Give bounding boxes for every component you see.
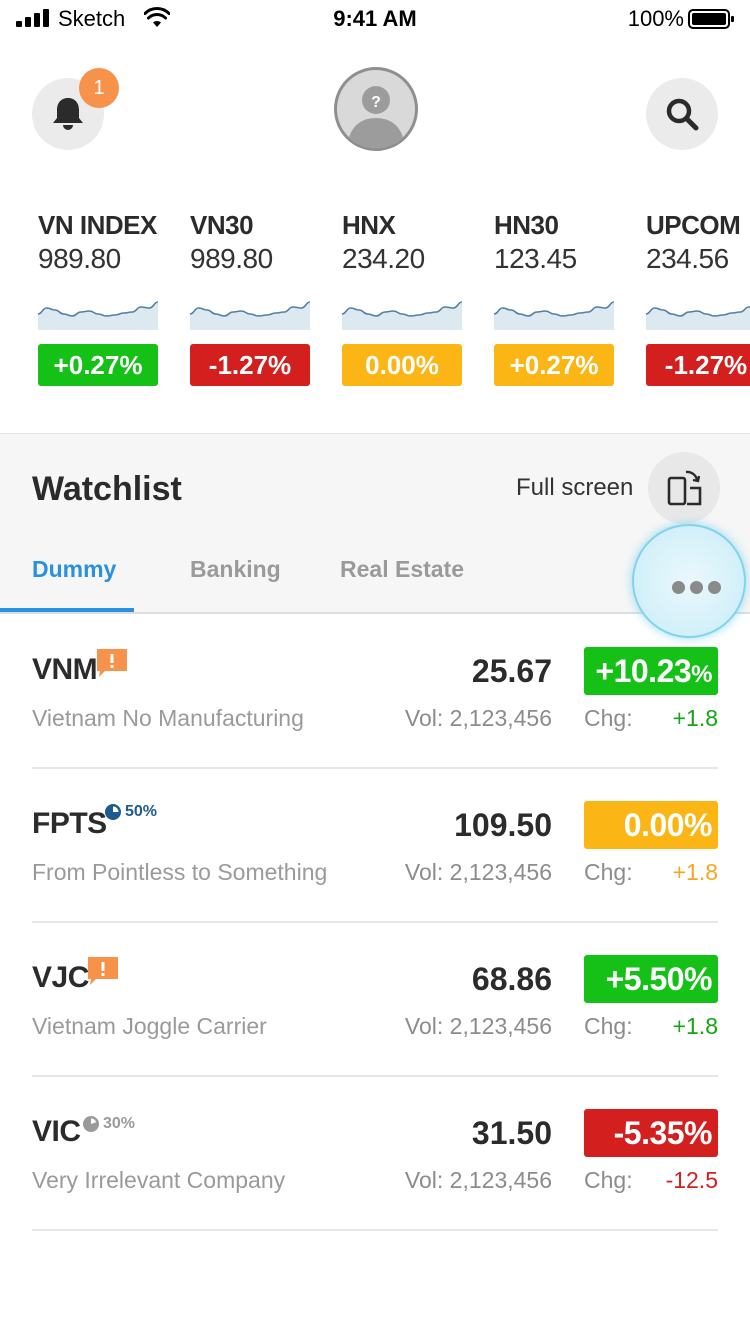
index-value: 123.45 — [494, 243, 577, 274]
tab-banking[interactable]: Banking — [190, 556, 281, 582]
index-sparkline — [190, 301, 310, 330]
watchlist-title: Watchlist — [32, 470, 182, 508]
bell-icon — [53, 98, 83, 130]
search-icon — [666, 98, 699, 131]
signal-strength-icon — [16, 9, 49, 27]
stock-volume: Vol: 2,123,456 — [404, 1013, 552, 1039]
alert-flag-icon — [97, 649, 127, 677]
stock-row-vic[interactable]: VIC 30% Very Irrelevant Company 31.50 Vo… — [32, 1077, 718, 1231]
active-tab-indicator — [0, 608, 134, 612]
index-change-badge: 0.00% — [342, 344, 462, 386]
index-name: VN30 — [190, 210, 254, 240]
alert-flag-icon — [88, 957, 118, 985]
index-card-vn30[interactable]: VN30 989.80 -1.27% — [190, 210, 310, 386]
company-name: Vietnam Joggle Carrier — [32, 1013, 267, 1039]
index-sparkline — [342, 301, 462, 330]
avatar[interactable]: ? — [334, 67, 418, 151]
change-percent-badge: +5.50% — [584, 955, 718, 1003]
more-options-button[interactable] — [632, 524, 746, 638]
ownership-pie-icon — [105, 804, 121, 820]
wifi-icon — [144, 7, 170, 27]
notification-count-badge: 1 — [79, 68, 119, 108]
stock-price: 25.67 — [471, 653, 552, 689]
carrier-name: Sketch — [58, 6, 126, 31]
change-label: Chg: — [584, 1167, 633, 1193]
index-card-hn30[interactable]: HN30 123.45 +0.27% — [494, 210, 614, 386]
more-dot-icon — [708, 581, 721, 594]
change-value: +1.8 — [672, 705, 718, 731]
company-name: Vietnam No Manufacturing — [32, 705, 304, 731]
index-name: VN INDEX — [38, 210, 157, 240]
stock-ticker: VNM — [32, 653, 98, 686]
more-dot-icon — [672, 581, 685, 594]
clock: 9:41 AM — [333, 6, 417, 31]
watchlist-header: Watchlist Full screen Dummy Banking Real… — [0, 433, 750, 638]
company-name: From Pointless to Something — [32, 859, 328, 885]
stock-price: 109.50 — [454, 807, 552, 843]
rotate-screen-icon — [667, 470, 702, 506]
search-button[interactable] — [646, 78, 718, 150]
index-card-vn-index[interactable]: VN INDEX 989.80 +0.27% — [38, 210, 158, 386]
change-label: Chg: — [584, 1013, 633, 1039]
change-value: +1.8 — [672, 1013, 718, 1039]
ownership-percent: 50% — [125, 803, 158, 820]
status-bar: Sketch 9:41 AM 100% — [0, 0, 750, 40]
battery-icon — [688, 9, 734, 29]
index-value: 989.80 — [38, 243, 121, 274]
index-value: 234.56 — [646, 243, 729, 274]
index-name: HN30 — [494, 210, 559, 240]
stock-ticker: VIC — [32, 1115, 81, 1148]
index-name: HNX — [342, 210, 396, 240]
ownership-badge: 30% — [82, 1115, 135, 1133]
stock-price: 68.86 — [471, 961, 552, 997]
index-change-badge: -1.27% — [646, 344, 750, 386]
index-name: UPCOM — [646, 210, 741, 240]
change-value: +1.8 — [672, 859, 718, 885]
stock-row-fpts[interactable]: FPTS 50% From Pointless to Something 109… — [32, 769, 718, 923]
change-label: Chg: — [584, 705, 633, 731]
change-percent-unit: % — [691, 661, 712, 688]
user-placeholder-icon: ? — [347, 86, 405, 148]
stock-row-vnm[interactable]: VNM Vietnam No Manufacturing 25.67 Vol: … — [32, 615, 718, 769]
notifications-button[interactable] — [32, 78, 104, 150]
index-change-badge: +0.27% — [494, 344, 614, 386]
company-name: Very Irrelevant Company — [32, 1167, 286, 1193]
ownership-pie-icon — [83, 1116, 99, 1132]
change-value: -12.5 — [665, 1167, 718, 1193]
full-screen-button[interactable] — [648, 452, 720, 524]
svg-text:?: ? — [371, 94, 381, 111]
change-percent-value: +10.23 — [595, 653, 692, 689]
stock-ticker: VJC — [32, 961, 89, 994]
stock-ticker: FPTS — [32, 807, 107, 840]
change-percent-value: 0.00% — [623, 807, 713, 843]
tab-dummy[interactable]: Dummy — [32, 556, 117, 582]
change-label: Chg: — [584, 859, 633, 885]
market-indices-strip[interactable]: VN INDEX 989.80 +0.27% VN30 989.80 -1.27… — [38, 210, 750, 390]
index-sparkline — [646, 306, 750, 330]
ownership-badge: 50% — [104, 803, 157, 821]
index-sparkline — [38, 301, 158, 330]
index-change-badge: -1.27% — [190, 344, 310, 386]
change-percent-badge: 0.00% — [584, 801, 718, 849]
change-percent-value: -5.35% — [613, 1115, 713, 1151]
stock-price: 31.50 — [471, 1115, 552, 1151]
index-card-upcom[interactable]: UPCOM 234.56 -1.27% — [646, 210, 750, 386]
ownership-percent: 30% — [103, 1115, 136, 1132]
stock-volume: Vol: 2,123,456 — [404, 705, 552, 731]
index-value: 234.20 — [342, 243, 425, 274]
change-percent-value: +5.50% — [605, 961, 713, 997]
change-percent-badge: +10.23% — [584, 647, 718, 695]
battery-percent: 100% — [627, 6, 684, 31]
more-dot-icon — [690, 581, 703, 594]
stock-row-vjc[interactable]: VJC Vietnam Joggle Carrier 68.86 Vol: 2,… — [32, 923, 718, 1077]
index-value: 989.80 — [190, 243, 273, 274]
full-screen-label[interactable]: Full screen — [516, 474, 634, 501]
index-card-hnx[interactable]: HNX 234.20 0.00% — [342, 210, 462, 386]
stock-volume: Vol: 2,123,456 — [404, 859, 552, 885]
stock-volume: Vol: 2,123,456 — [404, 1167, 552, 1193]
index-sparkline — [494, 301, 614, 330]
index-change-badge: +0.27% — [38, 344, 158, 386]
tab-real-estate[interactable]: Real Estate — [340, 556, 465, 582]
change-percent-badge: -5.35% — [584, 1109, 718, 1157]
